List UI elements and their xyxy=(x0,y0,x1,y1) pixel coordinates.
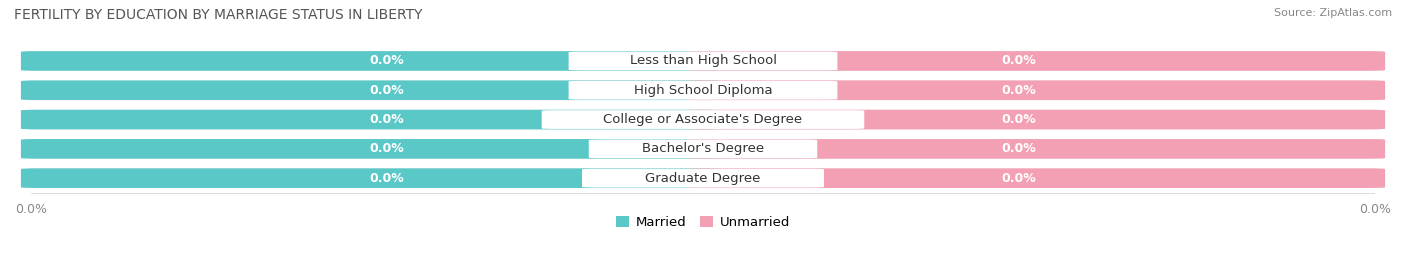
FancyBboxPatch shape xyxy=(21,139,1385,159)
FancyBboxPatch shape xyxy=(686,168,1385,188)
Text: High School Diploma: High School Diploma xyxy=(634,84,772,97)
Legend: Married, Unmarried: Married, Unmarried xyxy=(610,211,796,234)
FancyBboxPatch shape xyxy=(21,168,1385,188)
Text: 0.0%: 0.0% xyxy=(1001,172,1036,185)
FancyBboxPatch shape xyxy=(21,80,720,100)
Text: College or Associate's Degree: College or Associate's Degree xyxy=(603,113,803,126)
Text: Bachelor's Degree: Bachelor's Degree xyxy=(643,142,763,155)
FancyBboxPatch shape xyxy=(21,139,720,159)
FancyBboxPatch shape xyxy=(21,168,720,188)
Text: Source: ZipAtlas.com: Source: ZipAtlas.com xyxy=(1274,8,1392,18)
Text: 0.0%: 0.0% xyxy=(1001,54,1036,68)
FancyBboxPatch shape xyxy=(541,110,865,129)
FancyBboxPatch shape xyxy=(21,110,720,129)
FancyBboxPatch shape xyxy=(568,52,838,70)
Text: 0.0%: 0.0% xyxy=(370,113,405,126)
FancyBboxPatch shape xyxy=(686,80,1385,100)
Text: 0.0%: 0.0% xyxy=(1001,84,1036,97)
Text: Graduate Degree: Graduate Degree xyxy=(645,172,761,185)
FancyBboxPatch shape xyxy=(686,110,1385,129)
FancyBboxPatch shape xyxy=(589,140,817,158)
Text: 0.0%: 0.0% xyxy=(370,84,405,97)
FancyBboxPatch shape xyxy=(568,81,838,100)
Text: 0.0%: 0.0% xyxy=(1001,142,1036,155)
FancyBboxPatch shape xyxy=(582,169,824,187)
FancyBboxPatch shape xyxy=(21,80,1385,100)
Text: 0.0%: 0.0% xyxy=(370,142,405,155)
Text: 0.0%: 0.0% xyxy=(370,54,405,68)
FancyBboxPatch shape xyxy=(686,139,1385,159)
Text: Less than High School: Less than High School xyxy=(630,54,776,68)
Text: 0.0%: 0.0% xyxy=(370,172,405,185)
Text: 0.0%: 0.0% xyxy=(1001,113,1036,126)
FancyBboxPatch shape xyxy=(686,51,1385,71)
FancyBboxPatch shape xyxy=(21,51,720,71)
FancyBboxPatch shape xyxy=(21,51,1385,71)
FancyBboxPatch shape xyxy=(21,110,1385,129)
Text: FERTILITY BY EDUCATION BY MARRIAGE STATUS IN LIBERTY: FERTILITY BY EDUCATION BY MARRIAGE STATU… xyxy=(14,8,423,22)
